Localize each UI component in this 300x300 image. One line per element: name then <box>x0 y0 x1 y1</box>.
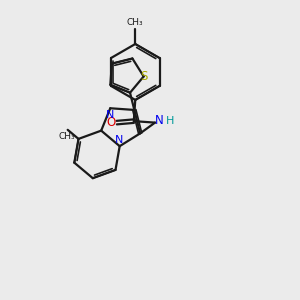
Text: H: H <box>166 116 175 126</box>
Text: CH₃: CH₃ <box>59 132 75 141</box>
Text: S: S <box>140 70 147 83</box>
Text: O: O <box>106 116 116 128</box>
Text: N: N <box>106 110 114 120</box>
Text: CH₃: CH₃ <box>127 18 144 27</box>
Text: N: N <box>155 114 164 127</box>
Text: N: N <box>115 135 123 145</box>
